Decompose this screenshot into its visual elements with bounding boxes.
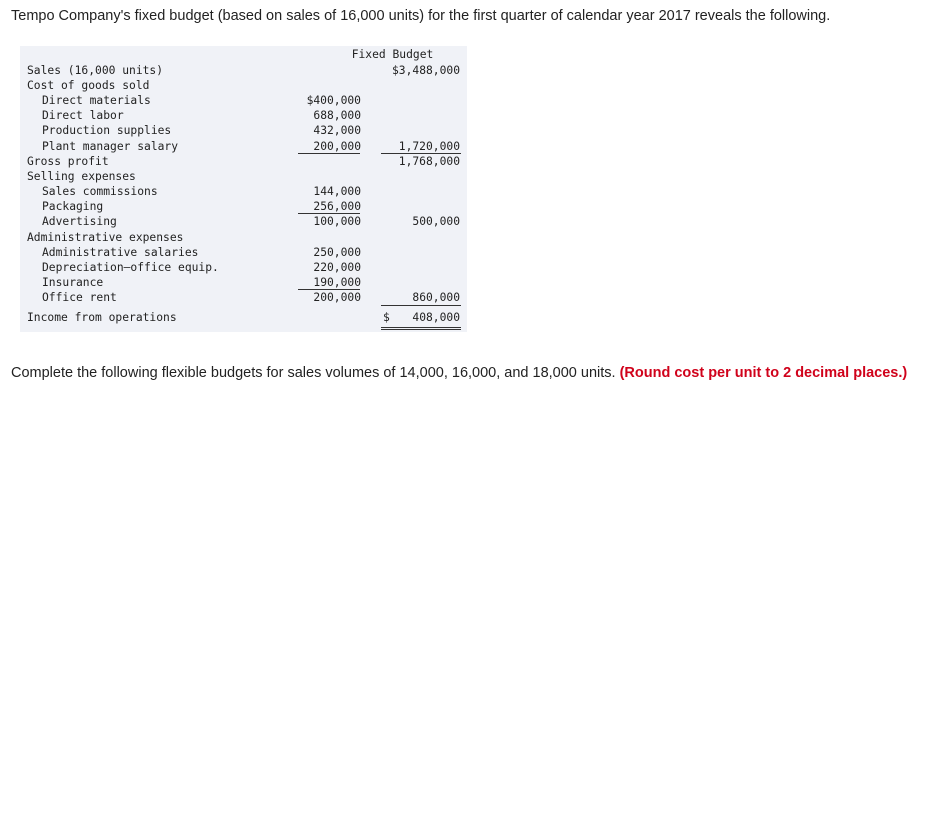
underline <box>381 153 461 154</box>
intro-text: Tempo Company's fixed budget (based on s… <box>11 8 831 24</box>
row-label-sales-commissions: Sales commissions <box>42 185 158 198</box>
value-selling-total: 500,000 <box>412 215 460 228</box>
value-advertising: 100,000 <box>313 215 361 228</box>
row-label-insurance: Insurance <box>42 276 104 289</box>
instruction-text: Complete the following flexible budgets … <box>11 364 921 382</box>
underline <box>381 305 461 306</box>
row-label-sales: Sales (16,000 units) <box>27 64 164 77</box>
value-plant-manager-salary: 200,000 <box>313 140 361 153</box>
fixed-budget-table: Fixed Budget Sales (16,000 units) $3,488… <box>20 46 467 332</box>
row-label-production-supplies: Production supplies <box>42 124 172 137</box>
row-label-direct-materials: Direct materials <box>42 94 151 107</box>
value-insurance: 190,000 <box>313 276 361 289</box>
row-label-gross-profit: Gross profit <box>27 155 109 168</box>
instruction-emphasis: (Round cost per unit to 2 decimal places… <box>619 365 908 381</box>
value-sales-commissions: 144,000 <box>313 185 361 198</box>
value-administrative-salaries: 250,000 <box>313 246 361 259</box>
value-office-rent: 200,000 <box>313 291 361 304</box>
value-income-from-operations: 408,000 <box>412 311 460 324</box>
dollar-sign: $ <box>383 311 390 324</box>
row-label-administrative-expenses: Administrative expenses <box>27 231 184 244</box>
row-label-selling-expenses: Selling expenses <box>27 170 136 183</box>
value-direct-labor: 688,000 <box>313 109 361 122</box>
value-administrative-total: 860,000 <box>412 291 460 304</box>
value-production-supplies: 432,000 <box>313 124 361 137</box>
value-depreciation: 220,000 <box>313 261 361 274</box>
value-cogs-total: 1,720,000 <box>398 140 460 153</box>
row-label-office-rent: Office rent <box>42 291 117 304</box>
underline <box>298 213 360 214</box>
value-packaging: 256,000 <box>313 200 361 213</box>
column-header-fixed-budget: Fixed Budget <box>351 48 434 61</box>
row-label-advertising: Advertising <box>42 215 117 228</box>
row-label-administrative-salaries: Administrative salaries <box>42 246 199 259</box>
value-gross-profit: 1,768,000 <box>398 155 460 168</box>
row-label-packaging: Packaging <box>42 200 104 213</box>
underline <box>298 289 360 290</box>
instruction-main: Complete the following flexible budgets … <box>11 365 620 381</box>
row-label-direct-labor: Direct labor <box>42 109 124 122</box>
row-label-plant-manager-salary: Plant manager salary <box>42 140 179 153</box>
double-underline <box>381 327 461 330</box>
underline <box>298 153 360 154</box>
row-label-depreciation: Depreciation—office equip. <box>42 261 219 274</box>
row-label-income-from-operations: Income from operations <box>27 311 177 324</box>
row-label-cogs: Cost of goods sold <box>27 79 150 92</box>
value-direct-materials: $400,000 <box>306 94 361 107</box>
value-sales: $3,488,000 <box>391 64 460 77</box>
